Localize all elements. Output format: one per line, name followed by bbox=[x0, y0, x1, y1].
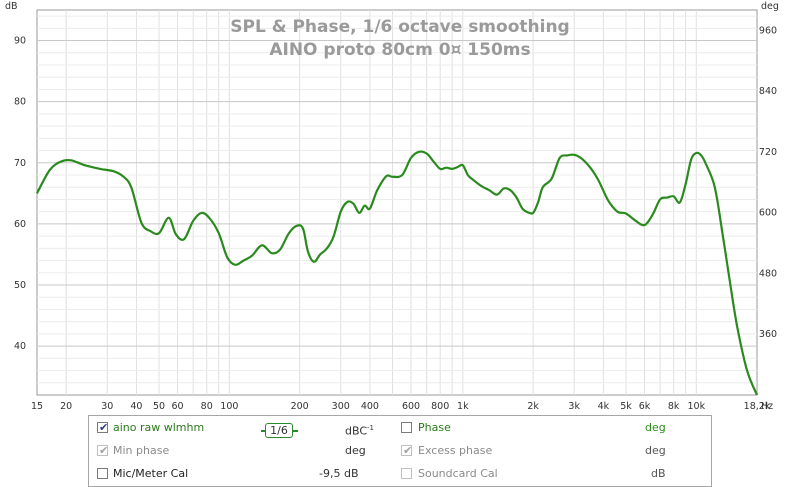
x-tick-label: 20 bbox=[60, 401, 72, 410]
aino-unit: dBC-1 bbox=[345, 420, 374, 440]
x-tick-label: 6k bbox=[639, 401, 651, 410]
excess-phase-unit: deg bbox=[645, 444, 666, 457]
soundcard-cal-unit: dB bbox=[651, 467, 666, 480]
aino-raw-label[interactable]: aino raw wlmhm bbox=[113, 421, 205, 434]
y-right-tick-label: 360 bbox=[759, 329, 777, 340]
x-tick-label: 300 bbox=[332, 401, 350, 410]
chart-subtitle: AINO proto 80cm 0¤ 150ms bbox=[269, 40, 530, 60]
series-line-aino-raw bbox=[36, 150, 759, 396]
y-left-unit: dB bbox=[5, 1, 18, 12]
smoothing-notch-left bbox=[261, 430, 266, 432]
y-right-tick-label: 840 bbox=[759, 86, 777, 97]
excess-phase-checkbox[interactable]: ✔ bbox=[401, 444, 413, 457]
aino-unit-text: dBC bbox=[345, 424, 368, 438]
check-icon: ✔ bbox=[99, 421, 109, 434]
y-right-tick-label: 720 bbox=[759, 147, 777, 158]
y-right-tick-label: 600 bbox=[759, 208, 777, 219]
min-phase-unit: deg bbox=[345, 444, 366, 457]
mic-meter-cal-checkbox[interactable] bbox=[97, 468, 108, 479]
phase-checkbox[interactable] bbox=[401, 422, 412, 433]
soundcard-cal-checkbox[interactable] bbox=[401, 468, 412, 479]
smoothing-notch-right bbox=[293, 430, 298, 432]
x-tick-label: 200 bbox=[291, 401, 309, 410]
x-tick-label: 400 bbox=[361, 401, 379, 410]
x-tick-label: 10k bbox=[687, 401, 705, 410]
y-left-tick-label: 90 bbox=[14, 36, 26, 47]
x-tick-label: 40 bbox=[130, 401, 142, 410]
y-left-tick-label: 50 bbox=[14, 280, 26, 291]
mic-meter-cal-label[interactable]: Mic/Meter Cal bbox=[113, 467, 189, 480]
y-left-tick-label: 40 bbox=[14, 341, 26, 352]
legend-row-min-phase: ✔ Min phase deg ✔ Excess phase deg bbox=[95, 443, 705, 459]
y-left-tick-label: 70 bbox=[14, 158, 26, 169]
smoothing-selector[interactable]: 1/6 bbox=[265, 423, 293, 438]
min-phase-checkbox[interactable]: ✔ bbox=[97, 444, 109, 457]
phase-unit: deg bbox=[645, 421, 666, 434]
x-tick-label: 3k bbox=[568, 401, 580, 410]
x-tick-label: 1k bbox=[457, 401, 469, 410]
x-tick-label: 600 bbox=[402, 401, 420, 410]
plot-area bbox=[36, 9, 758, 396]
soundcard-cal-label[interactable]: Soundcard Cal bbox=[418, 467, 498, 480]
series-layer bbox=[36, 150, 759, 396]
check-icon: ✔ bbox=[403, 444, 413, 457]
y-left-tick-label: 60 bbox=[14, 219, 26, 230]
x-tick-label: 60 bbox=[172, 401, 184, 410]
x-tick-label: 5k bbox=[620, 401, 632, 410]
x-tick-label: 2k bbox=[527, 401, 539, 410]
y-right-tick-label: 960 bbox=[759, 25, 777, 36]
legend-row-aino: ✔ aino raw wlmhm 1/6 dBC-1 Phase deg bbox=[95, 420, 705, 438]
y-right-tick-label: 480 bbox=[759, 268, 777, 279]
grid-lines bbox=[37, 10, 757, 395]
legend-row-mic-cal: Mic/Meter Cal -9,5 dB Soundcard Cal dB bbox=[95, 466, 705, 482]
check-icon: ✔ bbox=[99, 444, 109, 457]
legend-panel: ✔ aino raw wlmhm 1/6 dBC-1 Phase deg ✔ M… bbox=[88, 415, 712, 487]
x-tick-label: 800 bbox=[431, 401, 449, 410]
y-left-tick-label: 80 bbox=[14, 97, 26, 108]
aino-unit-sup: -1 bbox=[367, 424, 375, 432]
x-tick-label: 15 bbox=[31, 401, 43, 410]
x-tick-label: 8k bbox=[668, 401, 680, 410]
x-tick-label: 18,2k bbox=[744, 401, 771, 410]
axis-ticks: 15 20 30 40 50 60 80 100 200 300 400 600 800 1k 2k 3k 4k… bbox=[14, 25, 777, 410]
excess-phase-label[interactable]: Excess phase bbox=[418, 444, 493, 457]
min-phase-label[interactable]: Min phase bbox=[113, 444, 170, 457]
x-tick-label: 80 bbox=[201, 401, 213, 410]
mic-meter-cal-value: -9,5 dB bbox=[319, 467, 359, 480]
spl-chart: SPL & Phase, 1/6 octave smoothing AINO p… bbox=[5, 1, 779, 410]
x-unit: Hz bbox=[761, 401, 773, 410]
chart-title: SPL & Phase, 1/6 octave smoothing bbox=[230, 17, 569, 37]
y-right-unit: deg bbox=[761, 1, 779, 12]
x-tick-label: 50 bbox=[153, 401, 165, 410]
phase-label[interactable]: Phase bbox=[418, 421, 451, 434]
x-tick-label: 4k bbox=[598, 401, 610, 410]
x-tick-label: 30 bbox=[101, 401, 113, 410]
x-tick-label: 100 bbox=[220, 401, 238, 410]
aino-raw-checkbox[interactable]: ✔ bbox=[97, 421, 109, 434]
